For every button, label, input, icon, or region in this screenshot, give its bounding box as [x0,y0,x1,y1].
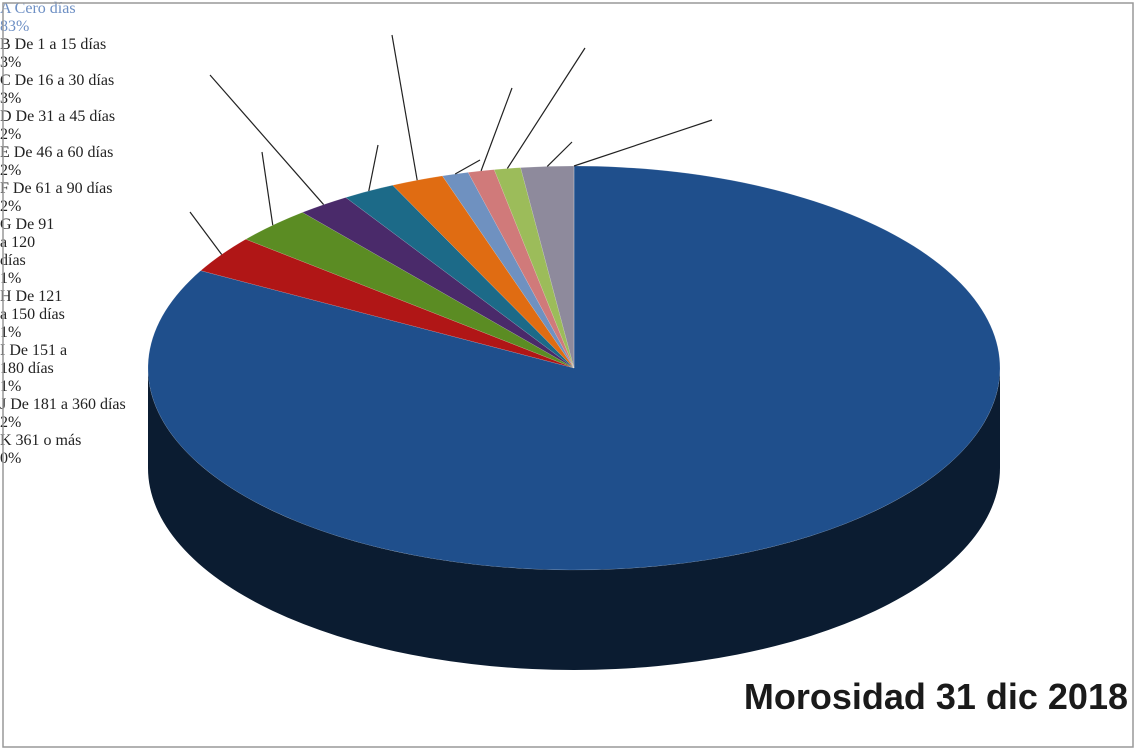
category-label: J De 181 a 360 días [0,396,126,413]
value-label: 3% [0,54,22,71]
category-label: I De 151 a 180 días [0,342,68,377]
category-label: D De 31 a 45 días [0,108,116,125]
leader-line [209,74,325,205]
slice [520,165,575,369]
leader-line [480,87,513,172]
value-label: 1% [0,378,22,395]
category-label: C De 16 a 30 días [0,72,115,89]
slice [245,212,575,369]
slice-side [148,368,1000,670]
leader-line [506,47,586,169]
category-label: E De 46 a 60 días [0,144,114,161]
value-label: 1% [0,270,22,287]
value-label: 2% [0,162,22,179]
category-label: F De 61 a 90 días [0,180,113,197]
value-label: 83% [0,18,30,35]
data-label: J De 181 a 360 días 2% [0,396,160,432]
leader-line [573,119,713,167]
data-label: I De 151 a 180 días 1% [0,342,80,396]
data-label: G De 91 a 120 días 1% [0,216,55,288]
leader-line [189,211,223,255]
data-label: E De 46 a 60 días 2% [0,144,140,180]
slice [392,175,575,369]
category-label: B De 1 a 15 días [0,36,107,53]
category-label: A Cero días [0,0,76,17]
data-label: B De 1 a 15 días 3% [0,36,150,72]
data-label: F De 61 a 90 días 2% [0,180,145,216]
value-label: 2% [0,198,22,215]
slice [200,238,575,369]
data-label: K 361 o más 0% [0,432,110,468]
data-label: C De 16 a 30 días 3% [0,72,140,108]
leader-line [261,151,274,226]
category-label: H De 121 a 150 días [0,288,65,323]
category-label: G De 91 a 120 días [0,216,55,269]
leader-line [368,144,379,192]
slice [345,184,575,369]
slice [147,165,1001,571]
leader-line [454,159,481,175]
leader-line [391,34,418,181]
data-label: A Cero días 83% [0,0,120,36]
data-label: D De 31 a 45 días 2% [0,108,120,144]
value-label: 2% [0,126,22,143]
data-label: H De 121 a 150 días 1% [0,288,72,342]
value-label: 3% [0,90,22,107]
value-label: 2% [0,414,22,431]
category-label: K 361 o más [0,432,82,449]
chart-title: Morosidad 31 dic 2018 [743,676,1128,717]
value-label: 1% [0,324,22,341]
leader-line [546,141,573,167]
value-label: 0% [0,450,22,467]
